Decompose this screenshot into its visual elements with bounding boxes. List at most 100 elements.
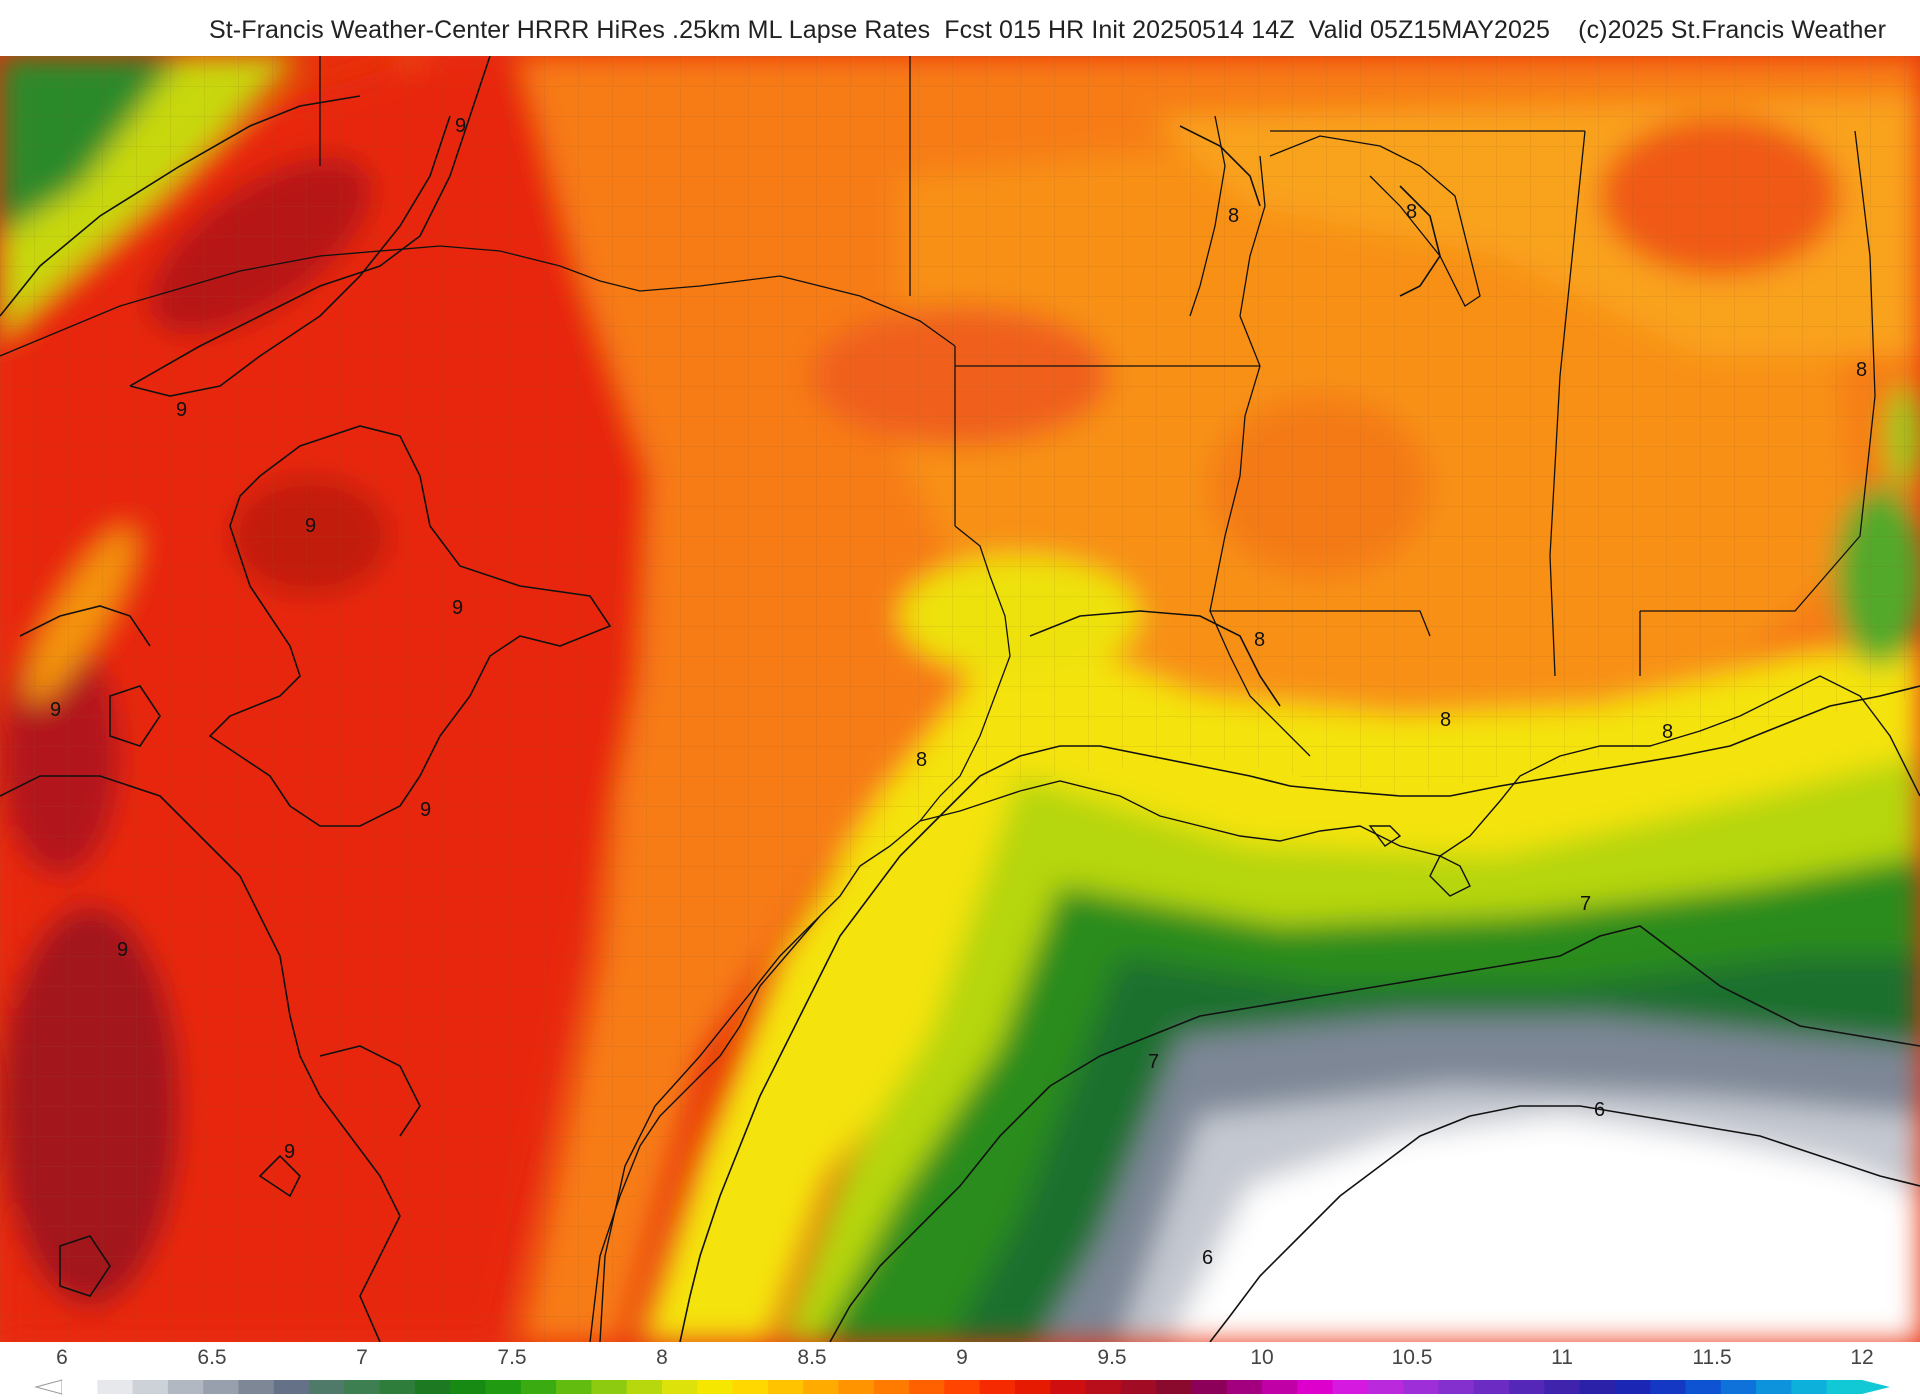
colorbar-swatch <box>238 1380 275 1394</box>
lapse-rate-map: 9 9 9 9 9 9 9 9 8 8 8 8 8 8 8 7 7 6 6 <box>0 56 1920 1342</box>
contour-label: 8 <box>1856 359 1867 381</box>
colorbar-tick-label: 9 <box>956 1346 968 1369</box>
contour-label: 7 <box>1148 1051 1159 1073</box>
contour-9-south <box>0 775 401 1342</box>
colorbar-swatch <box>203 1380 240 1394</box>
contour-label: 9 <box>176 399 187 421</box>
colorbar-swatch <box>873 1380 910 1394</box>
colorbar-swatch <box>132 1380 169 1394</box>
colorbar-swatch <box>767 1380 804 1394</box>
contour-label: 9 <box>284 1141 295 1163</box>
contour-label-group: 9 9 9 9 9 9 9 9 8 8 8 8 8 8 8 7 7 6 6 <box>50 115 1867 1269</box>
colorbar-swatch <box>273 1380 310 1394</box>
colorbar-swatch <box>1791 1380 1828 1394</box>
contour-8-coast <box>1019 685 1920 797</box>
colorbar-swatch <box>697 1380 734 1394</box>
colorbar-swatch <box>838 1380 875 1394</box>
colorbar-swatch <box>1120 1380 1157 1394</box>
colorbar-swatch <box>520 1380 557 1394</box>
contour-label: 9 <box>50 699 61 721</box>
colorbar-tick-label: 10 <box>1250 1346 1274 1369</box>
contour-9-west <box>208 425 612 827</box>
contour-label: 7 <box>1580 893 1591 915</box>
colorbar-tick-label: 12 <box>1850 1346 1874 1369</box>
colorbar-swatch <box>662 1380 698 1394</box>
colorbar-tick-label: 6.5 <box>197 1346 227 1369</box>
colorbar-swatch <box>1191 1380 1228 1394</box>
colorbar-swatch <box>1720 1380 1757 1394</box>
colorbar-swatch <box>1332 1380 1369 1394</box>
colorbar-swatch <box>1438 1380 1475 1394</box>
contour-lines <box>0 56 1920 1342</box>
colorbar-swatch <box>556 1380 593 1394</box>
colorbar-swatch <box>1085 1380 1122 1394</box>
colorbar-tick-label: 10.5 <box>1391 1346 1433 1369</box>
colorbar-swatch <box>909 1380 945 1394</box>
colorbar: 6 6.5 7 7.5 8 8.5 9 9.5 10 10.5 11 11.5 … <box>0 1342 1920 1400</box>
colorbar-swatch <box>1756 1380 1793 1394</box>
colorbar-swatch <box>1579 1380 1616 1394</box>
coastline <box>589 675 1920 1342</box>
county-lines <box>0 56 1920 1342</box>
colorbar-swatch <box>414 1380 451 1394</box>
contour-7 <box>1049 925 1920 1087</box>
contour-label: 9 <box>117 939 128 961</box>
colorbar-strip <box>34 1379 1890 1395</box>
colorbar-swatch <box>62 1380 98 1394</box>
contour-label: 8 <box>1228 205 1239 227</box>
colorbar-swatch <box>97 1380 134 1394</box>
colorbar-swatch <box>1650 1380 1687 1394</box>
colorbar-tick-label: 8.5 <box>797 1346 827 1369</box>
colorbar-swatch <box>1614 1380 1651 1394</box>
contour-label: 8 <box>1406 201 1417 223</box>
colorbar-swatch <box>1156 1380 1193 1394</box>
contour-label: 9 <box>452 597 463 619</box>
colorbar-tick-label: 8 <box>656 1346 668 1369</box>
colorbar-swatch <box>1367 1380 1404 1394</box>
colorbar-swatch <box>1014 1380 1051 1394</box>
white-region <box>1170 1116 1920 1342</box>
contour-label: 8 <box>1254 629 1265 651</box>
colorbar-swatch <box>1403 1380 1440 1394</box>
colorbar-tick-label: 7.5 <box>497 1346 527 1369</box>
colorbar-tick-label: 9.5 <box>1097 1346 1127 1369</box>
colorbar-swatch <box>1509 1380 1545 1394</box>
colorbar-swatch <box>379 1380 416 1394</box>
contour-label: 9 <box>455 115 466 137</box>
colorbar-tick-label: 11 <box>1551 1346 1573 1369</box>
contour-label: 8 <box>1440 709 1451 731</box>
colorbar-tick-label: 6 <box>56 1346 68 1369</box>
colorbar-tick-label: 7 <box>356 1346 368 1369</box>
colorbar-swatch <box>732 1380 769 1394</box>
contour-8-west <box>0 95 361 317</box>
colorbar-swatch <box>944 1380 981 1394</box>
colorbar-swatch <box>309 1380 345 1394</box>
map-frame: 9 9 9 9 9 9 9 9 8 8 8 8 8 8 8 7 7 6 6 <box>0 56 1920 1342</box>
map-title: St-Francis Weather-Center HRRR HiRes .25… <box>208 16 1886 44</box>
colorbar-max-arrow <box>1862 1380 1890 1394</box>
colorbar-swatch <box>1473 1380 1510 1394</box>
colorbar-swatch <box>1544 1380 1581 1394</box>
contour-label: 9 <box>420 799 431 821</box>
contour-label: 8 <box>1662 721 1673 743</box>
contour-6 <box>1469 1105 1920 1187</box>
colorbar-swatch <box>485 1380 522 1394</box>
contour-label: 8 <box>916 749 927 771</box>
colorbar-swatch <box>591 1380 628 1394</box>
colorbar-swatch <box>626 1380 663 1394</box>
state-boundaries <box>0 56 1876 822</box>
colorbar-swatch <box>1226 1380 1263 1394</box>
contour-label: 9 <box>305 515 316 537</box>
colorbar-swatch <box>1826 1380 1863 1394</box>
contour-label: 6 <box>1202 1247 1213 1269</box>
colorbar-swatch <box>167 1380 204 1394</box>
colorbar-swatch <box>979 1380 1016 1394</box>
colorbar-swatch <box>803 1380 840 1394</box>
contour-8-arkansas <box>1179 125 1261 207</box>
contour-label: 6 <box>1594 1099 1605 1121</box>
colorbar-swatch <box>1262 1380 1298 1394</box>
colorbar-tick-label: 11.5 <box>1692 1346 1732 1369</box>
colorbar-swatch <box>1685 1380 1722 1394</box>
contour-9-north <box>129 56 491 387</box>
colorbar-swatch <box>1050 1380 1087 1394</box>
